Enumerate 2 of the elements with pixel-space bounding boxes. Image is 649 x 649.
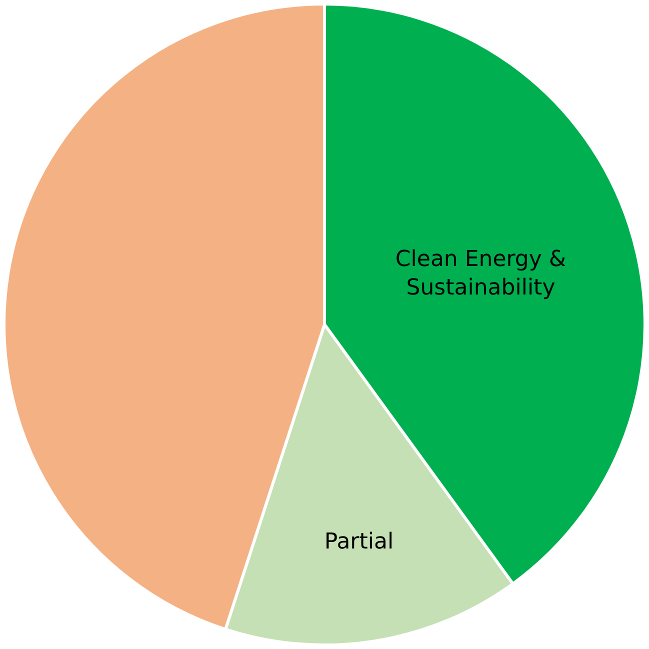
slice-label: Clean Energy & Sustainability [395, 246, 566, 301]
slice-label: Partial [324, 530, 394, 555]
